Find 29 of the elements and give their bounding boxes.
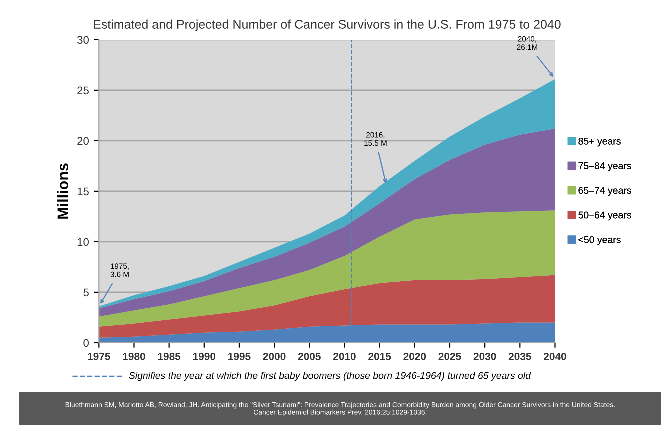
y-axis-title: Millions <box>57 164 68 219</box>
x-tick-label: 2000 <box>263 352 286 360</box>
legend-label: 75–84 years <box>578 162 632 172</box>
x-tick-label: 2025 <box>438 352 462 360</box>
x-tick-label: 2030 <box>474 352 496 360</box>
x-tick-label: 1995 <box>228 352 251 360</box>
y-tick-label: 20 <box>78 137 89 146</box>
y-tick-label: 5 <box>84 288 89 297</box>
legend-label: 65–74 years <box>578 187 632 196</box>
y-tick-label: 0 <box>84 339 89 348</box>
legend-label: 85+ years <box>578 138 621 147</box>
x-tick-label: 2015 <box>368 352 392 360</box>
x-tick-label: 2020 <box>404 352 426 360</box>
legend-label: <50 years <box>578 236 621 246</box>
chart-title: Estimated and Projected Number of Cancer Survivors in the U.S. From 1975 to 2040 <box>94 20 561 32</box>
x-tick-label: 2005 <box>298 352 321 360</box>
x-tick-label: 1975 <box>88 352 110 360</box>
y-tick-label: 25 <box>78 86 89 95</box>
y-tick-label: 10 <box>78 238 89 246</box>
y-tick-label: 15 <box>78 188 89 196</box>
x-tick-label: 2035 <box>508 352 532 360</box>
text: Signifies the year at which the first baby boomers (those born 1946-1964) turned 65 years old <box>129 372 532 382</box>
x-tick-label: 1990 <box>193 352 216 360</box>
x-tick-label: 2040 <box>544 352 566 360</box>
x-tick-label: 1980 <box>123 352 146 360</box>
y-tick-label: 30 <box>77 36 89 44</box>
legend-label: 50–64 years <box>578 212 632 221</box>
x-tick-label: 1985 <box>158 352 181 360</box>
x-tick-label: 2010 <box>334 352 356 360</box>
